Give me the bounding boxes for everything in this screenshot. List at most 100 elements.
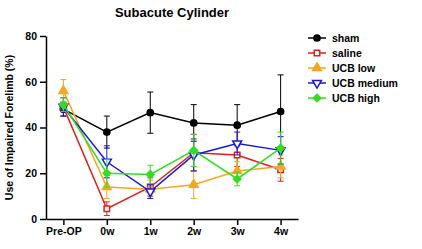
marker bbox=[60, 101, 67, 108]
error-bar-cap bbox=[234, 172, 240, 173]
series-line bbox=[63, 91, 280, 189]
legend-item: UCB medium bbox=[308, 77, 398, 89]
y-axis: 0 20 40 60 80 bbox=[25, 30, 46, 225]
x-tick: 0w bbox=[100, 219, 115, 237]
error-bar bbox=[234, 172, 240, 186]
error-bar-cap bbox=[191, 170, 197, 171]
x-tick-mark bbox=[193, 219, 195, 225]
series bbox=[59, 98, 285, 199]
legend-item: UCB high bbox=[308, 92, 380, 104]
error-bar-cap bbox=[191, 170, 197, 171]
series-line bbox=[63, 107, 280, 192]
marker bbox=[189, 180, 198, 188]
error-bar-cap bbox=[104, 116, 110, 117]
error-bar-cap bbox=[278, 74, 284, 75]
series bbox=[60, 75, 283, 148]
error-bar bbox=[278, 132, 284, 164]
error-bar-cap bbox=[104, 145, 110, 146]
series bbox=[60, 98, 285, 187]
error-bar-cap bbox=[234, 161, 240, 162]
legend-item: saline bbox=[308, 47, 362, 59]
plot-area: 020406080Pre-OP0w1w2w3w4w bbox=[25, 30, 298, 238]
marker bbox=[278, 108, 284, 114]
x-tick-label: 0w bbox=[100, 225, 115, 237]
error-bar-cap bbox=[104, 201, 110, 202]
error-bar-cap bbox=[234, 185, 240, 186]
x-tick-mark bbox=[237, 219, 239, 225]
error-bar-cap bbox=[278, 164, 284, 165]
x-tick: 4w bbox=[274, 219, 289, 237]
error-bar-cap bbox=[234, 104, 240, 105]
x-tick-mark bbox=[280, 219, 282, 225]
error-bar-cap bbox=[60, 79, 66, 80]
error-bar-cap bbox=[278, 177, 284, 178]
series-group bbox=[59, 75, 285, 216]
x-tick-label: 4w bbox=[274, 225, 289, 237]
error-bar-cap bbox=[60, 111, 66, 112]
error-bar bbox=[104, 116, 110, 148]
y-tick: 40 bbox=[25, 121, 46, 133]
title: Subacute Cylinder bbox=[115, 5, 229, 20]
y-tick-mark bbox=[40, 36, 46, 38]
error-bar-cap bbox=[147, 92, 153, 93]
error-bar-cap bbox=[191, 134, 197, 135]
marker bbox=[190, 147, 197, 154]
error-bar-cap bbox=[234, 132, 240, 133]
series-line bbox=[63, 105, 280, 179]
error-bar-cap bbox=[191, 198, 197, 199]
y-tick: 80 bbox=[25, 30, 46, 42]
marker bbox=[277, 144, 284, 151]
y-tick: 60 bbox=[25, 76, 46, 88]
error-bar-cap bbox=[147, 184, 153, 185]
y-tick-label: 60 bbox=[25, 76, 37, 88]
legend-label: UCB high bbox=[332, 92, 380, 104]
series-line bbox=[63, 107, 280, 209]
marker bbox=[59, 86, 68, 94]
error-bar-cap bbox=[147, 133, 153, 134]
error-bar-cap bbox=[191, 170, 197, 171]
x-tick-mark bbox=[150, 219, 152, 225]
error-bar-cap bbox=[60, 111, 66, 112]
error-bar-cap bbox=[104, 186, 110, 187]
legend-marker bbox=[314, 35, 320, 41]
legend-marker bbox=[313, 80, 322, 88]
y-tick-mark bbox=[40, 82, 46, 84]
x-tick-label: 1w bbox=[144, 225, 159, 237]
series-line bbox=[63, 109, 280, 132]
y-tick-label: 0 bbox=[31, 213, 37, 225]
y-tick-label: 80 bbox=[25, 30, 37, 42]
legend-item: sham bbox=[308, 32, 359, 44]
legend-marker bbox=[313, 94, 320, 101]
marker bbox=[147, 171, 154, 178]
legend-label: UCB low bbox=[332, 62, 376, 74]
error-bar-cap bbox=[60, 97, 66, 98]
error-bar-cap bbox=[191, 134, 197, 135]
x-tick: 2w bbox=[187, 219, 202, 237]
x-tick-label: 3w bbox=[231, 225, 246, 237]
legend-marker bbox=[313, 63, 322, 71]
error-bar-cap bbox=[104, 198, 110, 199]
error-bar bbox=[191, 134, 197, 166]
error-bar-cap bbox=[104, 159, 110, 160]
error-bar-cap bbox=[278, 164, 284, 165]
y-tick-mark bbox=[40, 127, 46, 129]
error-bar-cap bbox=[147, 165, 153, 166]
error-bar-cap bbox=[234, 154, 240, 155]
error-bar-cap bbox=[191, 166, 197, 167]
marker bbox=[103, 170, 110, 177]
marker bbox=[233, 141, 242, 149]
y-tick-label: 20 bbox=[25, 167, 37, 179]
error-bar-cap bbox=[60, 116, 66, 117]
chart: 020406080Pre-OP0w1w2w3w4wSubacute Cylind… bbox=[0, 0, 422, 249]
error-bar-cap bbox=[60, 97, 66, 98]
marker bbox=[147, 110, 153, 116]
error-bar bbox=[147, 92, 153, 133]
marker bbox=[233, 166, 242, 174]
y-tick-label: 40 bbox=[25, 121, 37, 133]
error-bar-cap bbox=[278, 132, 284, 133]
error-bar bbox=[60, 98, 66, 112]
marker bbox=[191, 120, 197, 126]
error-bar-cap bbox=[104, 215, 110, 216]
error-bar-cap bbox=[278, 181, 284, 182]
legend-item: UCB low bbox=[308, 62, 376, 74]
